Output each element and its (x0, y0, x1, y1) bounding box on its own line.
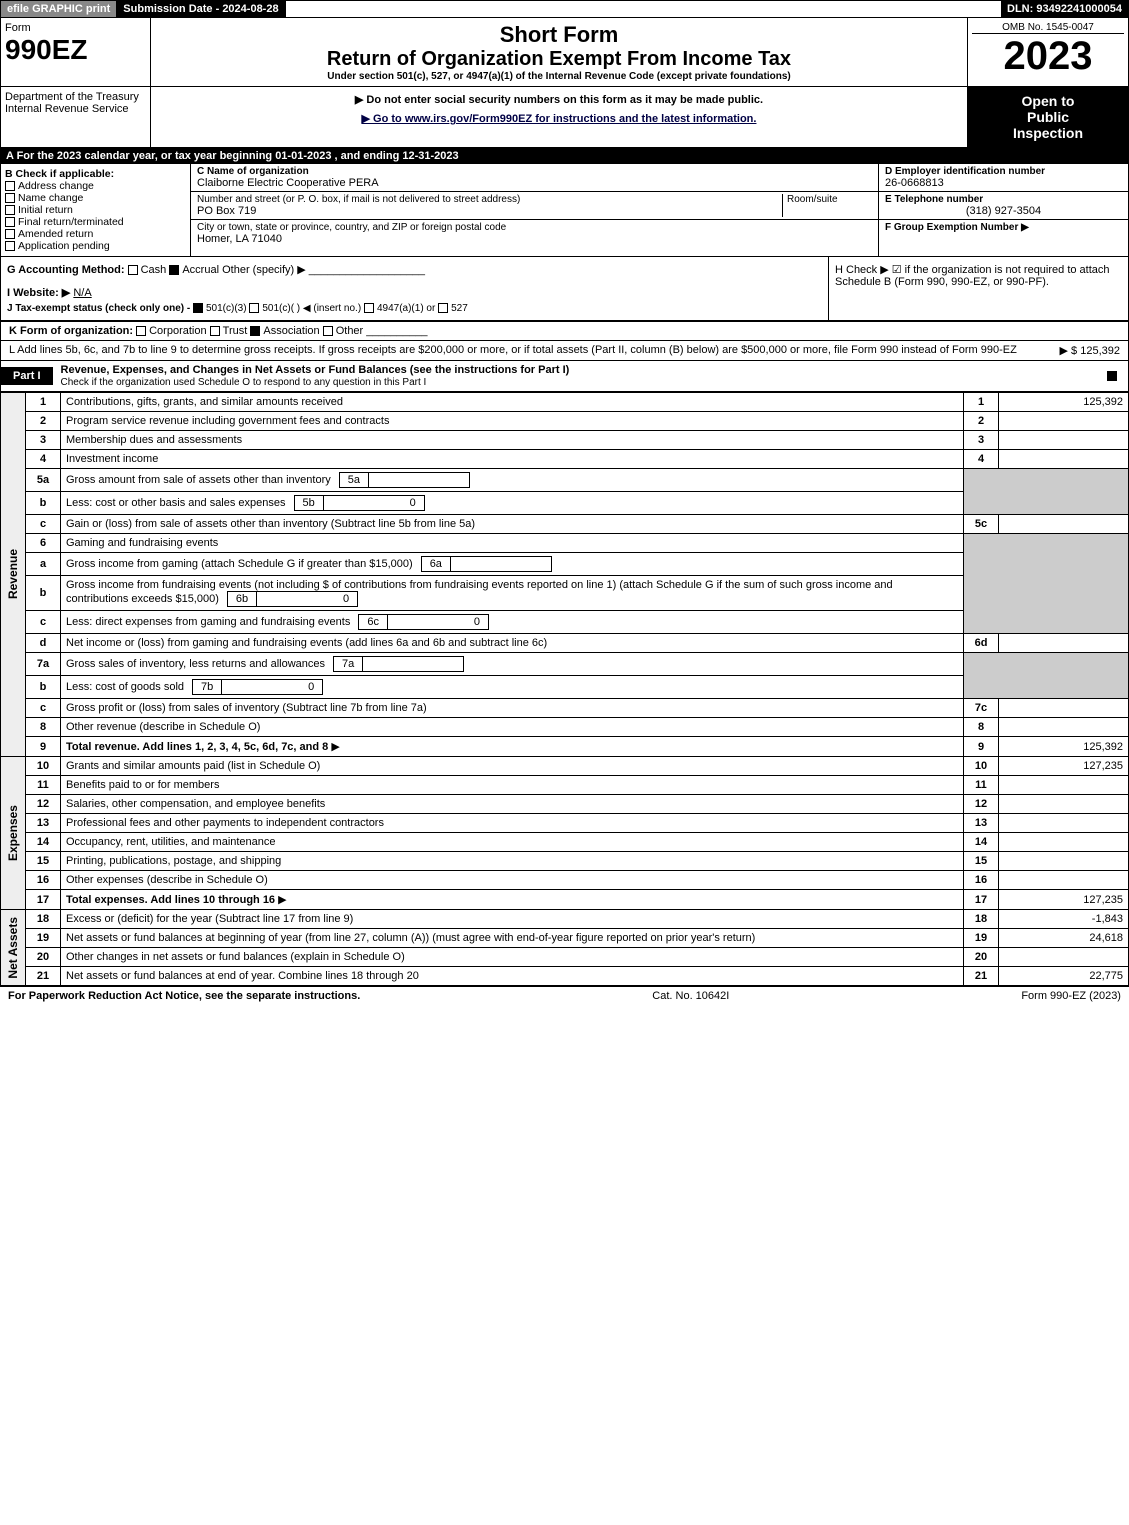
line-1-amount: 125,392 (999, 393, 1129, 412)
checkbox-initial-return[interactable] (5, 205, 15, 215)
checkbox-527[interactable] (438, 303, 448, 313)
name-label: C Name of organization (197, 166, 872, 177)
omb-number: OMB No. 1545-0047 (972, 22, 1124, 34)
line-9-amount: 125,392 (999, 737, 1129, 757)
checkbox-amended[interactable] (5, 229, 15, 239)
phone-label: E Telephone number (885, 194, 1122, 205)
footer-cat: Cat. No. 10642I (652, 990, 729, 1002)
street: PO Box 719 (197, 205, 782, 217)
line-18-amount: -1,843 (999, 910, 1129, 929)
row-l: L Add lines 5b, 6c, and 7b to line 9 to … (0, 340, 1129, 361)
checkbox-4947[interactable] (364, 303, 374, 313)
instruction-ssn: ▶ Do not enter social security numbers o… (157, 93, 961, 106)
side-revenue: Revenue (6, 549, 20, 599)
footer: For Paperwork Reduction Act Notice, see … (0, 986, 1129, 1005)
col-def: D Employer identification number 26-0668… (878, 164, 1128, 256)
part-i-title: Revenue, Expenses, and Changes in Net As… (61, 364, 570, 376)
col-b-title: B Check if applicable: (5, 168, 186, 180)
col-b-checkboxes: B Check if applicable: Address change Na… (1, 164, 191, 256)
checkbox-corp[interactable] (136, 326, 146, 336)
checkbox-name-change[interactable] (5, 193, 15, 203)
title-short-form: Short Form (155, 22, 963, 48)
checkbox-trust[interactable] (210, 326, 220, 336)
section-ghij: G Accounting Method: Cash Accrual Other … (0, 257, 1129, 321)
org-name: Claiborne Electric Cooperative PERA (197, 177, 872, 189)
side-net-assets: Net Assets (6, 917, 20, 979)
submission-date: Submission Date - 2024-08-28 (117, 1, 285, 17)
line-19-amount: 24,618 (999, 929, 1129, 948)
part-i-label: Part I (1, 367, 53, 385)
row-g: G Accounting Method: Cash Accrual Other … (7, 263, 822, 276)
subtitle: Under section 501(c), 527, or 4947(a)(1)… (155, 71, 963, 82)
city: Homer, LA 71040 (197, 233, 872, 245)
dln: DLN: 93492241000054 (1001, 1, 1128, 17)
line-10-amount: 127,235 (999, 757, 1129, 776)
city-label: City or town, state or province, country… (197, 222, 872, 233)
side-expenses: Expenses (6, 805, 20, 861)
phone: (318) 927-3504 (885, 205, 1122, 217)
footer-left: For Paperwork Reduction Act Notice, see … (8, 990, 360, 1002)
checkbox-accrual[interactable] (169, 265, 179, 275)
gross-receipts: 125,392 (1080, 345, 1120, 357)
checkbox-final-return[interactable] (5, 217, 15, 227)
group-label: F Group Exemption Number ▶ (885, 222, 1122, 233)
line-21-amount: 22,775 (999, 967, 1129, 986)
checkbox-501c3[interactable] (193, 303, 203, 313)
website: N/A (73, 287, 91, 299)
lines-table: Revenue 1Contributions, gifts, grants, a… (0, 392, 1129, 986)
row-i: I Website: ▶ N/A (7, 286, 822, 299)
title-return: Return of Organization Exempt From Incom… (155, 48, 963, 71)
line-6b-amount: 0 (257, 592, 357, 606)
form-word: Form (5, 22, 146, 34)
row-j: J Tax-exempt status (check only one) - 5… (7, 303, 822, 314)
ein-label: D Employer identification number (885, 166, 1122, 177)
checkbox-address-change[interactable] (5, 181, 15, 191)
line-5b-amount: 0 (324, 496, 424, 510)
line-6c-amount: 0 (388, 615, 488, 629)
efile-print[interactable]: efile GRAPHIC print (1, 1, 117, 17)
public-inspection: Open to Public Inspection (968, 87, 1128, 147)
line-7b-amount: 0 (222, 680, 322, 694)
ein: 26-0668813 (885, 177, 1122, 189)
part-i-check-text: Check if the organization used Schedule … (61, 377, 427, 388)
part-i-header: Part I Revenue, Expenses, and Changes in… (0, 361, 1129, 392)
room-label: Room/suite (782, 194, 872, 217)
checkbox-other-org[interactable] (323, 326, 333, 336)
row-a-tax-year: A For the 2023 calendar year, or tax yea… (0, 148, 1129, 164)
tax-year: 2023 (972, 34, 1124, 79)
form-number: 990EZ (5, 34, 146, 66)
checkbox-schedule-o[interactable] (1107, 371, 1117, 381)
section-bc: B Check if applicable: Address change Na… (0, 164, 1129, 257)
instruction-link[interactable]: ▶ Go to www.irs.gov/Form990EZ for instru… (362, 113, 757, 125)
dept-row: Department of the Treasury Internal Reve… (0, 87, 1129, 148)
form-header: Form 990EZ Short Form Return of Organiza… (0, 18, 1129, 87)
street-label: Number and street (or P. O. box, if mail… (197, 194, 782, 205)
col-c-org-info: C Name of organization Claiborne Electri… (191, 164, 878, 256)
row-k: K Form of organization: Corporation Trus… (0, 321, 1129, 340)
checkbox-501c[interactable] (249, 303, 259, 313)
line-17-amount: 127,235 (999, 890, 1129, 910)
department: Department of the Treasury Internal Reve… (1, 87, 151, 147)
checkbox-cash[interactable] (128, 265, 138, 275)
row-h: H Check ▶ ☑ if the organization is not r… (828, 257, 1128, 320)
top-bar: efile GRAPHIC print Submission Date - 20… (0, 0, 1129, 18)
checkbox-assoc[interactable] (250, 326, 260, 336)
footer-form: Form 990-EZ (2023) (1021, 990, 1121, 1002)
checkbox-application-pending[interactable] (5, 241, 15, 251)
